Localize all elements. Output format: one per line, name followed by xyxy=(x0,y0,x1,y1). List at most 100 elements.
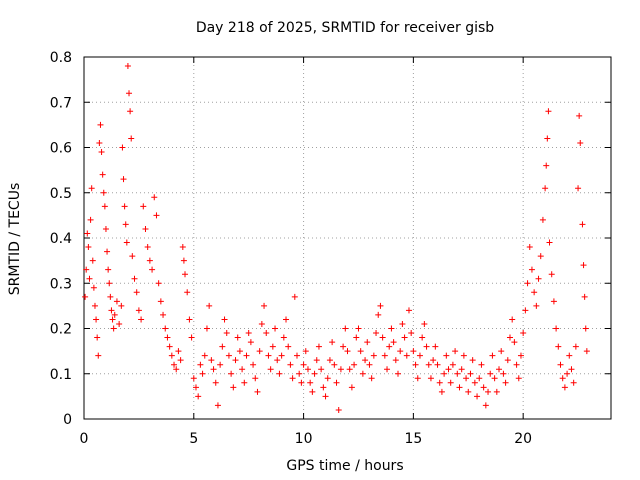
data-point xyxy=(267,366,274,373)
data-point xyxy=(526,244,533,251)
data-point xyxy=(126,90,133,97)
data-point xyxy=(524,280,531,287)
data-point xyxy=(254,388,261,395)
data-point xyxy=(241,379,248,386)
data-point xyxy=(192,384,199,391)
data-point xyxy=(89,257,96,264)
data-point xyxy=(476,375,483,382)
data-point xyxy=(528,266,535,273)
data-point xyxy=(493,388,500,395)
plot-frame xyxy=(83,56,612,420)
data-point xyxy=(553,325,560,332)
data-point xyxy=(421,320,428,327)
data-point xyxy=(419,334,426,341)
data-point xyxy=(370,352,377,359)
data-point xyxy=(96,139,103,146)
data-point xyxy=(342,325,349,332)
data-point xyxy=(432,343,439,350)
data-point xyxy=(542,185,549,192)
data-point xyxy=(331,361,338,368)
axis-ticks xyxy=(83,56,611,420)
data-point xyxy=(173,366,180,373)
data-point xyxy=(280,334,287,341)
data-point xyxy=(489,352,496,359)
data-point xyxy=(392,357,399,364)
data-point xyxy=(568,366,575,373)
data-point xyxy=(122,221,129,228)
data-point xyxy=(140,203,147,210)
y-tick-label: 0.6 xyxy=(50,141,72,157)
data-point xyxy=(120,176,127,183)
data-point xyxy=(298,379,305,386)
data-point xyxy=(379,334,386,341)
data-point xyxy=(160,311,167,318)
data-point xyxy=(217,361,224,368)
data-point xyxy=(539,216,546,223)
y-tick-label: 0.1 xyxy=(50,367,72,383)
data-point xyxy=(416,352,423,359)
x-tick-label: 20 xyxy=(514,431,532,447)
data-point xyxy=(164,334,171,341)
data-point xyxy=(364,339,371,346)
data-point xyxy=(243,352,250,359)
data-point xyxy=(175,348,182,355)
data-point xyxy=(106,280,113,287)
data-point xyxy=(87,216,94,223)
data-point xyxy=(119,144,126,151)
data-point xyxy=(208,357,215,364)
data-point xyxy=(188,334,195,341)
data-point xyxy=(110,325,117,332)
data-point xyxy=(465,388,472,395)
data-point xyxy=(401,334,408,341)
data-point xyxy=(362,357,369,364)
data-point xyxy=(311,370,318,377)
data-point xyxy=(166,343,173,350)
y-axis-label: SRMTID / TECUs xyxy=(7,183,23,296)
data-point xyxy=(263,330,270,337)
data-point xyxy=(97,121,104,128)
data-point xyxy=(324,375,331,382)
data-point xyxy=(274,357,281,364)
data-point xyxy=(474,393,481,400)
data-point xyxy=(463,375,470,382)
data-point xyxy=(557,361,564,368)
data-point xyxy=(236,348,243,355)
data-point xyxy=(157,298,164,305)
data-point xyxy=(344,348,351,355)
data-point xyxy=(566,352,573,359)
data-point xyxy=(315,343,322,350)
data-point xyxy=(151,194,158,201)
data-point xyxy=(579,221,586,228)
data-point xyxy=(390,339,397,346)
grid xyxy=(84,57,611,419)
data-point xyxy=(351,361,358,368)
data-point xyxy=(482,402,489,409)
data-point xyxy=(135,307,142,314)
data-point xyxy=(373,330,380,337)
data-point xyxy=(247,339,254,346)
data-point xyxy=(127,108,134,115)
data-point xyxy=(201,352,208,359)
data-point xyxy=(184,289,191,296)
data-point xyxy=(210,366,217,373)
data-point xyxy=(575,185,582,192)
data-point xyxy=(82,293,89,300)
data-point xyxy=(576,112,583,119)
data-point xyxy=(116,320,123,327)
data-point xyxy=(506,334,513,341)
data-point xyxy=(496,366,503,373)
data-point xyxy=(430,357,437,364)
data-point xyxy=(228,370,235,377)
data-point xyxy=(550,298,557,305)
chart-title: Day 218 of 2025, SRMTID for receiver gis… xyxy=(196,20,494,36)
data-point xyxy=(340,343,347,350)
data-point xyxy=(225,352,232,359)
data-point xyxy=(520,330,527,337)
data-point xyxy=(272,325,279,332)
data-point xyxy=(291,293,298,300)
data-point xyxy=(458,366,465,373)
data-point xyxy=(537,253,544,260)
data-point xyxy=(195,393,202,400)
data-point xyxy=(293,352,300,359)
data-point xyxy=(162,325,169,332)
